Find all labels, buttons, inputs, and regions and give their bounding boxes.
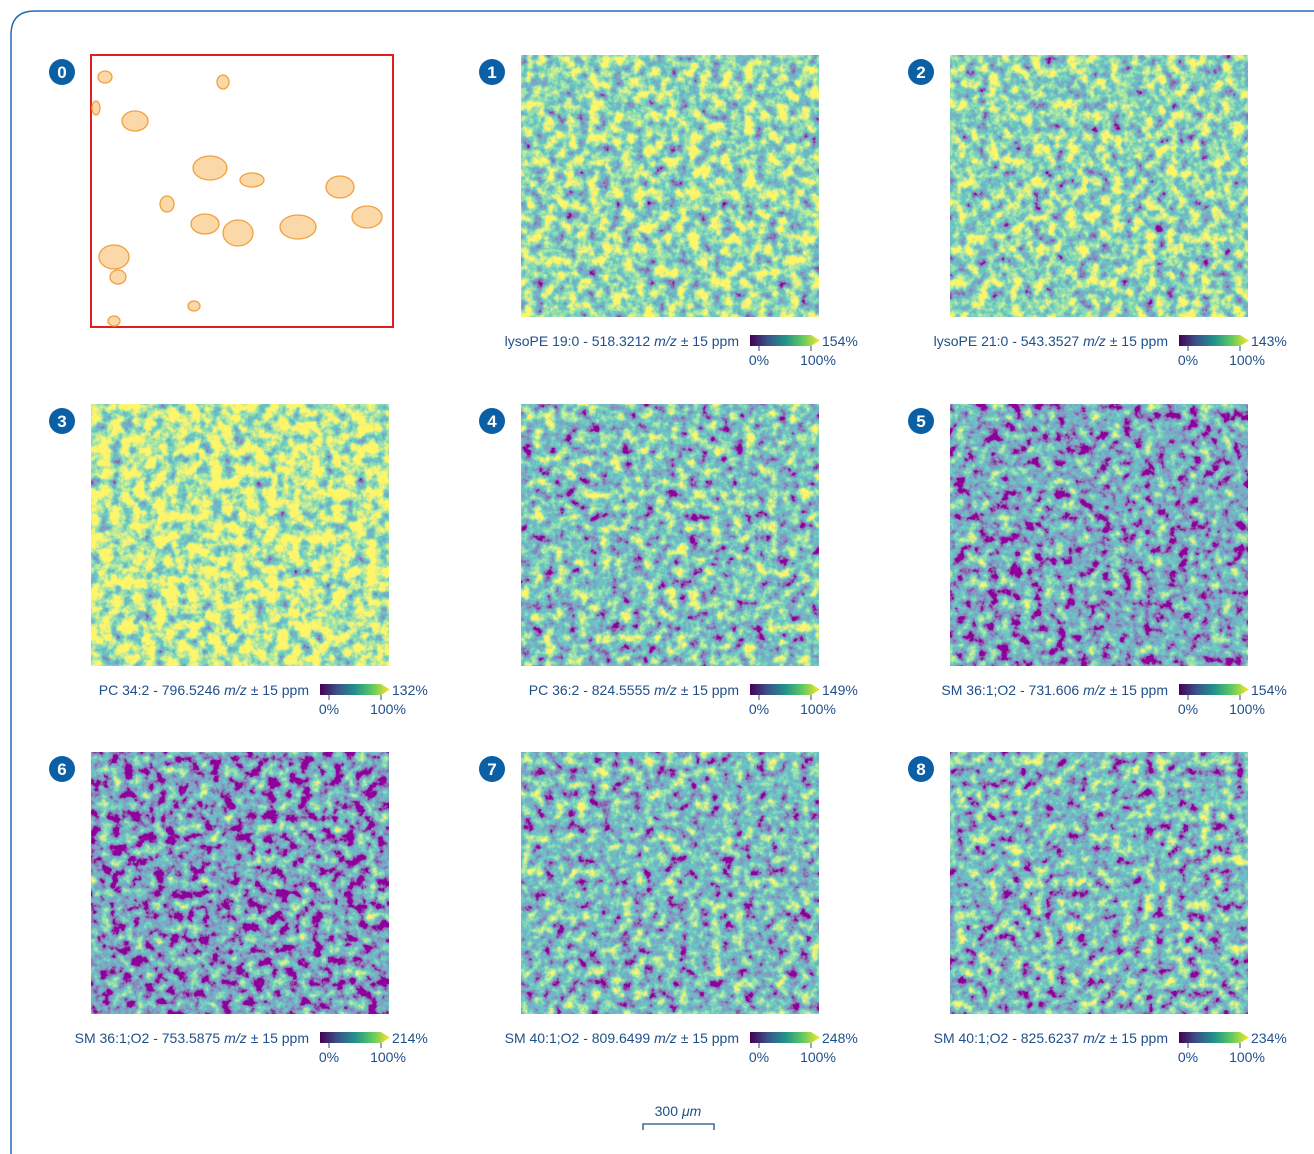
colorbar-mid: 100% <box>800 352 836 368</box>
ion-image <box>950 55 1248 317</box>
colorbar-min: 0% <box>749 352 769 368</box>
overview-panel: 0 <box>49 55 393 327</box>
ion-unit: m/z <box>1083 682 1106 698</box>
ion-name: PC 36:2 - 824.5555 <box>529 682 651 698</box>
ion-name: PC 34:2 - 796.5246 <box>99 682 221 698</box>
colorbar-min: 0% <box>1178 352 1198 368</box>
figure: 0 300μm 1lysoPE 19:0 - 518.3212m/z± 15 p… <box>0 0 1314 1154</box>
colorbar-min: 0% <box>1178 701 1198 717</box>
ion-image <box>521 752 819 1014</box>
ion-image <box>91 404 389 666</box>
colorbar-mid: 100% <box>370 1049 406 1065</box>
colorbar-max: 143% <box>1251 333 1287 349</box>
ion-tolerance: ± 15 ppm <box>681 682 739 698</box>
ion-image <box>950 752 1248 1014</box>
colorbar-min: 0% <box>749 701 769 717</box>
colorbar <box>1179 1032 1249 1043</box>
colorbar <box>1179 684 1249 695</box>
colorbar-max: 132% <box>392 682 428 698</box>
panel-number: 2 <box>916 63 925 82</box>
ion-tolerance: ± 15 ppm <box>251 682 309 698</box>
colorbar-min: 0% <box>1178 1049 1198 1065</box>
panel-number: 3 <box>57 412 66 431</box>
ion-image <box>521 404 819 666</box>
colorbar-min: 0% <box>749 1049 769 1065</box>
colorbar-min: 0% <box>319 701 339 717</box>
ion-name: SM 40:1;O2 - 809.6499 <box>505 1030 651 1046</box>
colorbar-max: 248% <box>822 1030 858 1046</box>
panel-number: 5 <box>916 412 925 431</box>
colorbar-mid: 100% <box>1229 352 1265 368</box>
colorbar-mid: 100% <box>1229 701 1265 717</box>
colorbar-mid: 100% <box>370 701 406 717</box>
colorbar-max: 149% <box>822 682 858 698</box>
ion-unit: m/z <box>1083 1030 1106 1046</box>
colorbar-mid: 100% <box>1229 1049 1265 1065</box>
colorbar <box>320 1032 390 1043</box>
ion-name: SM 36:1;O2 - 731.606 <box>941 682 1079 698</box>
panel-number: 8 <box>916 760 925 779</box>
panel-number: 1 <box>487 63 496 82</box>
ion-tolerance: ± 15 ppm <box>251 1030 309 1046</box>
colorbar <box>1179 335 1249 346</box>
ion-unit: m/z <box>224 1030 247 1046</box>
scale-unit: μm <box>681 1103 702 1119</box>
ion-tolerance: ± 15 ppm <box>681 333 739 349</box>
ion-name: SM 36:1;O2 - 753.5875 <box>75 1030 221 1046</box>
scale-length: 300 <box>655 1103 679 1119</box>
ion-unit: m/z <box>1083 333 1106 349</box>
scale-line <box>643 1124 714 1130</box>
colorbar <box>750 335 820 346</box>
panel-number: 7 <box>487 760 496 779</box>
panel-number: 4 <box>487 412 497 431</box>
colorbar-max: 154% <box>822 333 858 349</box>
ion-name: SM 40:1;O2 - 825.6237 <box>934 1030 1080 1046</box>
colorbar-min: 0% <box>319 1049 339 1065</box>
colorbar <box>750 1032 820 1043</box>
ion-unit: m/z <box>224 682 247 698</box>
ion-tolerance: ± 15 ppm <box>681 1030 739 1046</box>
ion-unit: m/z <box>654 1030 677 1046</box>
colorbar-max: 234% <box>1251 1030 1287 1046</box>
ion-name: lysoPE 21:0 - 543.3527 <box>934 333 1080 349</box>
ion-unit: m/z <box>654 333 677 349</box>
ion-name: lysoPE 19:0 - 518.3212 <box>505 333 651 349</box>
panel-number: 6 <box>57 760 66 779</box>
ion-tolerance: ± 15 ppm <box>1110 1030 1168 1046</box>
ion-tolerance: ± 15 ppm <box>1110 682 1168 698</box>
ion-image <box>950 404 1248 666</box>
colorbar <box>320 684 390 695</box>
ion-image <box>521 55 819 317</box>
ion-unit: m/z <box>654 682 677 698</box>
ion-image <box>91 752 389 1014</box>
colorbar <box>750 684 820 695</box>
ion-tolerance: ± 15 ppm <box>1110 333 1168 349</box>
colorbar-mid: 100% <box>800 1049 836 1065</box>
panel-number: 0 <box>57 63 66 82</box>
colorbar-max: 214% <box>392 1030 428 1046</box>
colorbar-max: 154% <box>1251 682 1287 698</box>
colorbar-mid: 100% <box>800 701 836 717</box>
